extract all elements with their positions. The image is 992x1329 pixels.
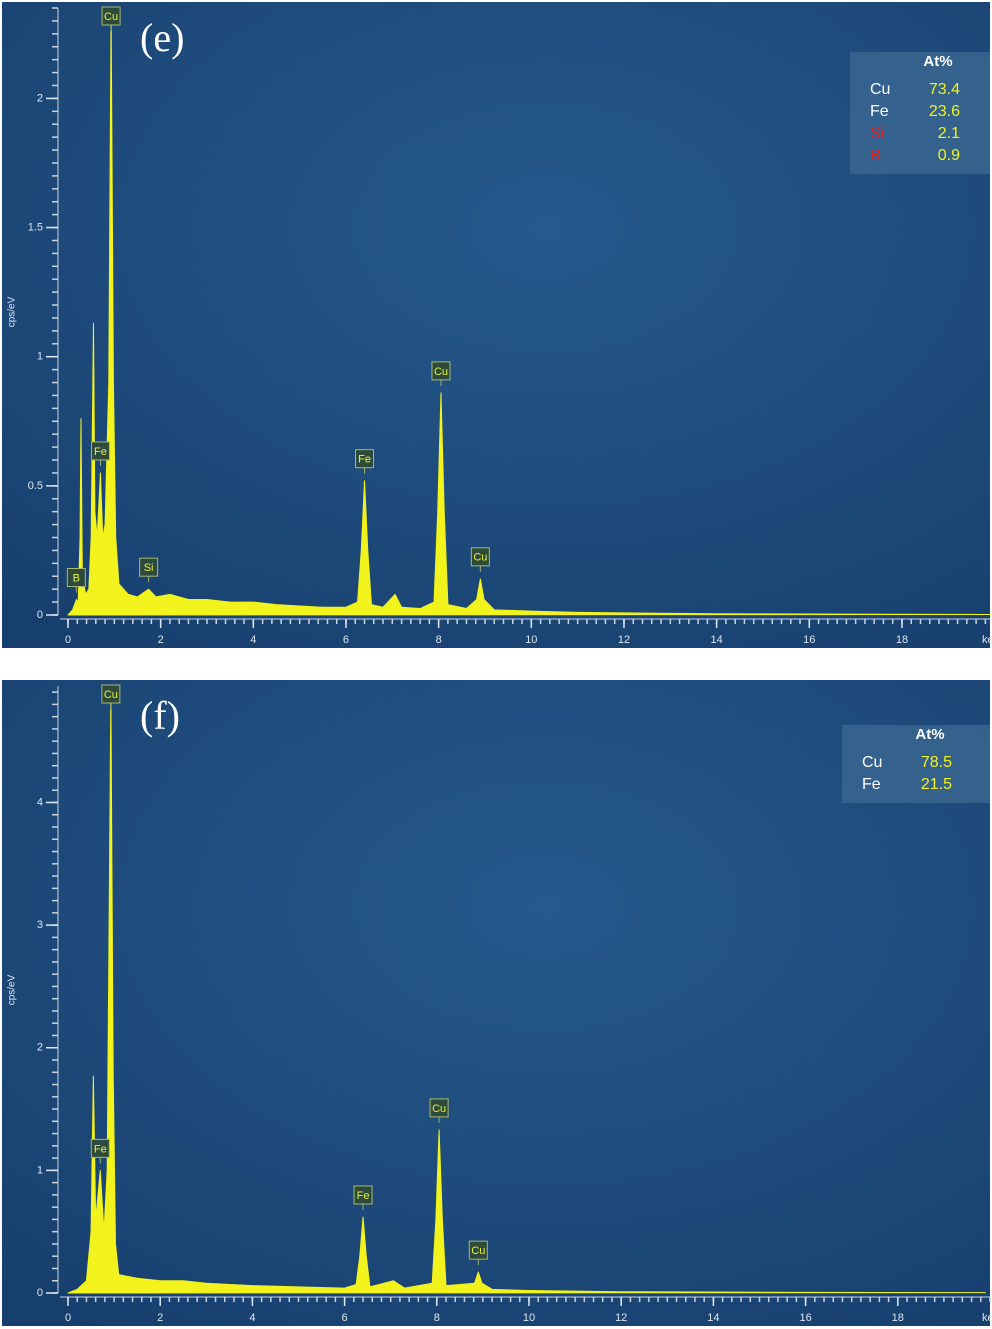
peak-label: Fe: [358, 454, 371, 466]
x-tick-label: 6: [343, 634, 349, 646]
legend-header: At%: [915, 726, 944, 743]
legend-box: [842, 725, 990, 803]
x-tick-label: 4: [250, 634, 256, 646]
legend-value: 21.5: [921, 776, 952, 793]
peak-label-box: [468, 1240, 488, 1260]
peak-label: Fe: [94, 1143, 107, 1155]
x-tick-label: 0: [65, 634, 71, 646]
x-tick-label: 2: [157, 1312, 163, 1324]
peak-label: Fe: [357, 1190, 370, 1202]
peak-label: B: [73, 572, 80, 584]
x-tick-label: 16: [799, 1312, 811, 1324]
legend-box: [850, 52, 990, 174]
legend-element: Fe: [870, 103, 889, 120]
x-tick-label: 12: [618, 634, 630, 646]
legend-element: B: [870, 147, 881, 164]
peak-label: Cu: [104, 11, 118, 23]
y-tick-label: 2: [37, 1042, 43, 1054]
y-tick-label: 1.5: [28, 221, 43, 233]
peak-label-box: [355, 449, 375, 469]
peak-label-box: [101, 6, 121, 26]
peak-label: Cu: [104, 689, 118, 701]
x-tick-label: 18: [896, 634, 908, 646]
y-tick-label: 1: [37, 351, 43, 363]
peak-label: Si: [144, 562, 154, 574]
peak-label-box: [431, 361, 451, 381]
panel-background: [2, 2, 990, 648]
panel-label: (e): [140, 15, 184, 60]
peak-label: Cu: [434, 366, 448, 378]
peak-label-box: [101, 684, 121, 704]
peak-label: Cu: [473, 552, 487, 564]
x-tick-label: 4: [249, 1312, 255, 1324]
peak-label-box: [66, 568, 86, 588]
spectrum-panel: 01234cps/eV024681012141618keVCuFeFeCuCu(…: [2, 680, 992, 1326]
y-axis-label: cps/eV: [7, 974, 18, 1005]
y-tick-label: 0: [37, 609, 43, 621]
peak-label-box: [429, 1098, 449, 1118]
peak-label-box: [353, 1185, 373, 1205]
spectrum: [67, 691, 986, 1294]
peak-label: Fe: [94, 446, 107, 458]
y-tick-label: 1: [37, 1164, 43, 1176]
panel-label: (f): [140, 693, 180, 738]
x-tick-label: 12: [615, 1312, 627, 1324]
x-axis-label: keV: [982, 634, 992, 646]
spectrum-panel: 0 0.5 1 1.5 2 cps/eV 0 2 4 6 8 10 12 14 16 18 keV Cu Fe B Si…: [2, 2, 992, 648]
peak-label: Cu: [471, 1245, 485, 1257]
x-tick-label: 10: [523, 1312, 535, 1324]
legend-element: Cu: [870, 81, 890, 98]
spectrum: [67, 7, 991, 616]
x-tick-label: 14: [711, 634, 723, 646]
x-tick-label: 0: [65, 1312, 71, 1324]
legend-value: 23.6: [929, 103, 960, 120]
x-tick-label: 14: [707, 1312, 719, 1324]
legend-value: 0.9: [938, 147, 960, 164]
legend-element: Fe: [862, 776, 881, 793]
peak-label-box: [139, 557, 159, 577]
legend-value: 73.4: [929, 81, 960, 98]
peak-label-box: [90, 1138, 110, 1158]
y-tick-label: 2: [37, 92, 43, 104]
x-tick-label: 8: [436, 634, 442, 646]
y-axis-label: cps/eV: [7, 296, 18, 327]
x-tick-label: 16: [803, 634, 815, 646]
panel-background: [2, 680, 990, 1326]
y-tick-label: 4: [37, 796, 43, 808]
peak-label-box: [90, 441, 110, 461]
x-tick-label: 2: [158, 634, 164, 646]
x-tick-label: 6: [342, 1312, 348, 1324]
peak-label-box: [470, 547, 490, 567]
legend-element: Cu: [862, 754, 882, 771]
peak-label: Cu: [432, 1103, 446, 1115]
legend-value: 2.1: [938, 125, 960, 142]
legend-header: At%: [923, 53, 952, 70]
y-tick-label: 3: [37, 919, 43, 931]
legend-value: 78.5: [921, 754, 952, 771]
y-tick-label: 0: [37, 1287, 43, 1299]
x-tick-label: 18: [892, 1312, 904, 1324]
x-tick-label: 10: [525, 634, 537, 646]
y-tick-label: 0.5: [28, 480, 43, 492]
legend-element: Si: [870, 125, 884, 142]
x-tick-label: 8: [434, 1312, 440, 1324]
x-axis-label: keV: [982, 1312, 992, 1324]
